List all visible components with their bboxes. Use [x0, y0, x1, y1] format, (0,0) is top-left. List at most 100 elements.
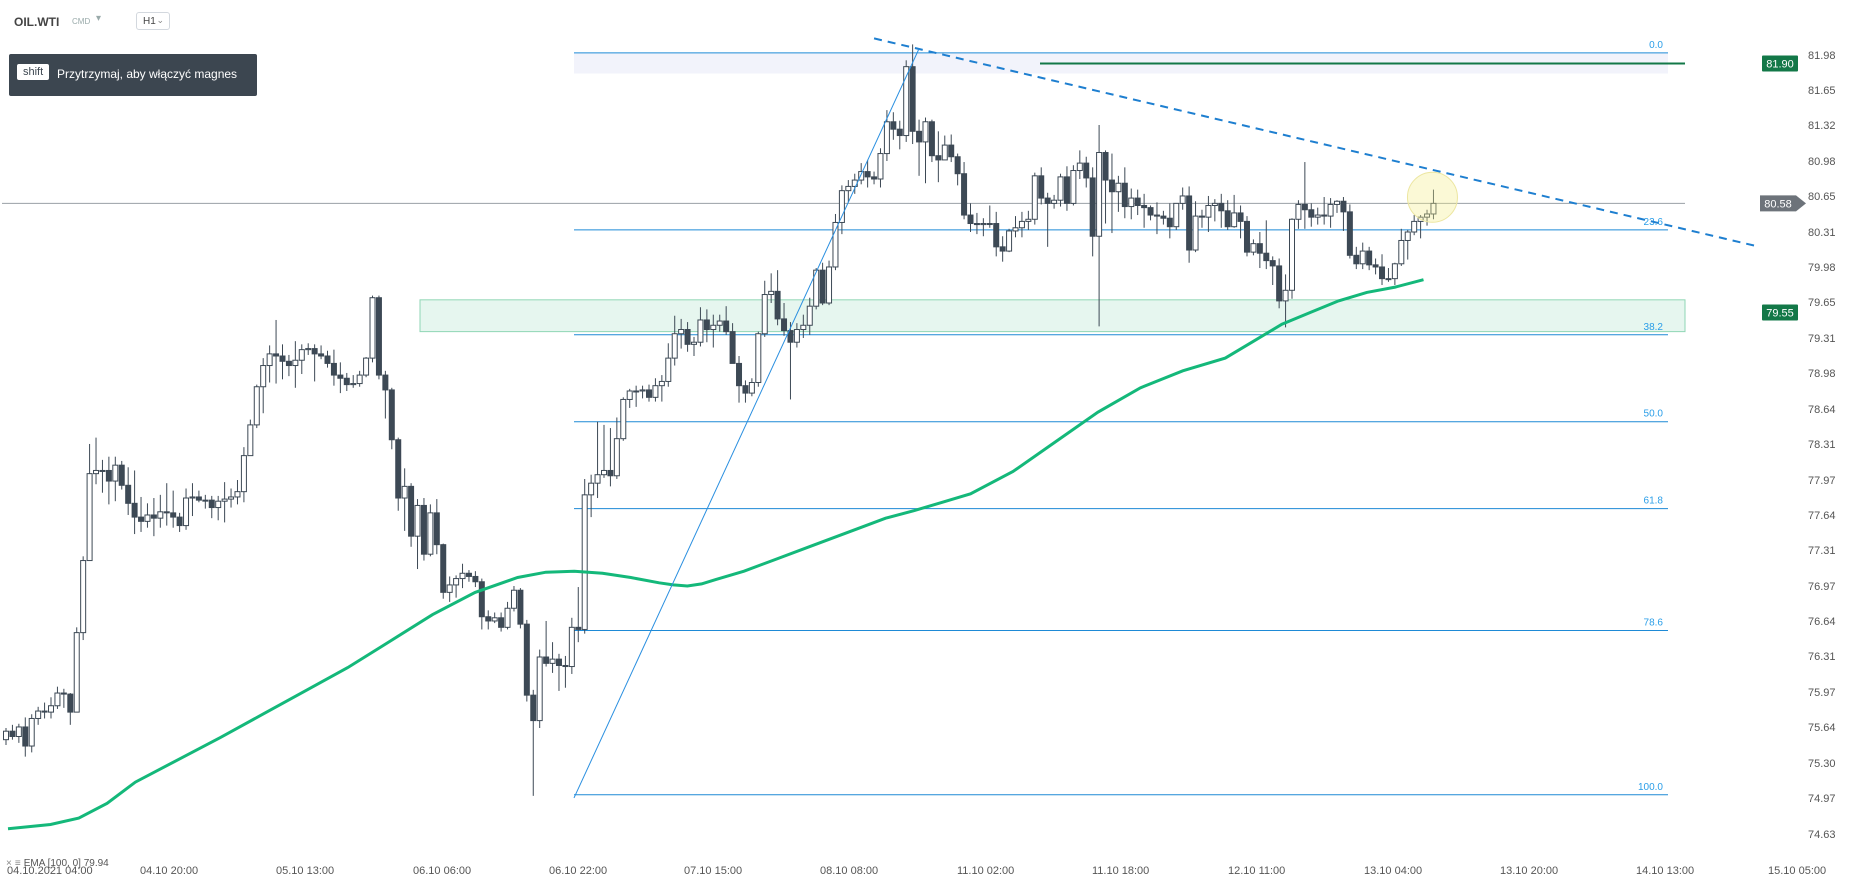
candle-body: [298, 349, 305, 361]
price-tick-label: 75.30: [1808, 758, 1836, 770]
candle-body: [350, 383, 357, 386]
candle-body: [1346, 211, 1353, 256]
candle-body: [472, 575, 479, 583]
candle-body: [1012, 227, 1019, 232]
candle-body: [305, 348, 312, 351]
time-tick-label: 11.10 18:00: [1092, 865, 1149, 877]
candle-body: [240, 455, 247, 493]
candle-body: [138, 516, 145, 522]
candle-body: [202, 499, 209, 502]
symbol-name[interactable]: OIL.WTI: [14, 15, 60, 29]
candle-body: [1102, 152, 1109, 181]
price-tick-label: 81.65: [1808, 85, 1836, 97]
candle-body: [755, 333, 762, 383]
candle-body: [1121, 182, 1128, 208]
candle-body: [208, 499, 215, 509]
candle-body: [273, 353, 280, 357]
candle-body: [491, 617, 498, 622]
candle-body: [433, 512, 440, 546]
price-tick-label: 80.31: [1808, 227, 1836, 239]
candle-body: [215, 500, 222, 509]
time-tick-label: 06.10 22:00: [549, 865, 607, 877]
candle-body: [401, 485, 408, 499]
candle-body: [600, 469, 607, 476]
candle-body: [1308, 209, 1315, 218]
candle-body: [787, 330, 794, 343]
candle-body: [324, 355, 331, 364]
candle-body: [9, 730, 16, 737]
candle-body: [388, 389, 395, 441]
price-tick-label: 77.31: [1808, 545, 1836, 557]
settings-icon[interactable]: ≡: [14, 858, 21, 869]
candle-body: [678, 329, 685, 335]
support-badge: 79.55: [1766, 308, 1794, 320]
time-tick-label: 07.10 15:00: [684, 865, 742, 877]
candle-body: [1295, 203, 1302, 220]
candle-body: [382, 374, 389, 391]
candle-body: [41, 710, 48, 713]
candle-body: [671, 333, 678, 359]
candle-body: [48, 705, 55, 713]
time-axis[interactable]: 04.10.2021 04:00 04.10 20:00 05.10 13:00 06…: [7, 865, 1826, 877]
candle-body: [131, 502, 138, 518]
candle-body: [993, 223, 1000, 248]
trendlines[interactable]: [573, 37, 1757, 799]
candle-body: [22, 726, 29, 747]
candle-body: [150, 514, 157, 519]
candle-body: [453, 578, 460, 586]
candle-body: [1173, 202, 1180, 228]
candle-body: [1404, 231, 1411, 241]
swing-line[interactable]: [573, 48, 920, 799]
candle-body: [890, 121, 897, 130]
candle-body: [613, 438, 620, 477]
candle-body: [723, 320, 730, 333]
current-price-arrow: [1796, 195, 1806, 212]
candle-body: [1198, 215, 1205, 218]
candle-body: [369, 297, 376, 359]
price-tick-label: 80.65: [1808, 191, 1836, 203]
candle-body: [1276, 265, 1283, 302]
price-tick-label: 79.98: [1808, 262, 1836, 274]
candle-body: [916, 130, 923, 143]
time-tick-label: 13.10 20:00: [1500, 865, 1558, 877]
candle-body: [568, 626, 575, 668]
candle-body: [581, 494, 588, 630]
symbol-dropdown-icon[interactable]: ▾: [96, 13, 102, 24]
price-axis[interactable]: 81.98 81.65 81.32 80.98 80.65 80.31 79.98 79.65…: [1808, 50, 1836, 841]
candle-body: [575, 626, 582, 630]
candle-body: [1289, 218, 1295, 291]
candle-body: [15, 726, 22, 737]
candle-body: [427, 512, 434, 555]
candle-body: [858, 171, 865, 181]
candle-body: [337, 374, 344, 379]
time-tick-label: 08.10 08:00: [820, 865, 878, 877]
candle-body: [620, 398, 627, 440]
price-tick-label: 76.31: [1808, 651, 1836, 663]
candle-body: [684, 329, 691, 345]
candle-body: [793, 329, 800, 343]
candle-body: [1359, 250, 1366, 265]
timeframe-select[interactable]: H1 ⌄: [136, 12, 170, 30]
price-tick-label: 75.64: [1808, 722, 1836, 734]
candle-body: [768, 290, 775, 296]
time-tick-label: 13.10 04:00: [1364, 865, 1422, 877]
candle-body: [343, 377, 350, 386]
close-icon[interactable]: ×: [6, 858, 12, 869]
dashed-trendline[interactable]: [873, 37, 1757, 247]
candle-body: [1398, 239, 1405, 265]
time-tick-label: 04.10.2021 04:00: [7, 865, 93, 877]
candle-body: [318, 353, 325, 357]
time-tick-label: 06.10 06:00: [413, 865, 471, 877]
candle-body: [86, 473, 93, 562]
price-tick-label: 78.64: [1808, 404, 1836, 416]
price-tick-label: 76.64: [1808, 616, 1836, 628]
candle-body: [504, 607, 511, 628]
candle-body: [228, 496, 235, 500]
candle-body: [954, 156, 961, 175]
candle-body: [1430, 202, 1437, 215]
candle-body: [1160, 215, 1167, 219]
time-tick-label: 11.10 02:00: [957, 865, 1014, 877]
candle-body: [646, 389, 652, 398]
